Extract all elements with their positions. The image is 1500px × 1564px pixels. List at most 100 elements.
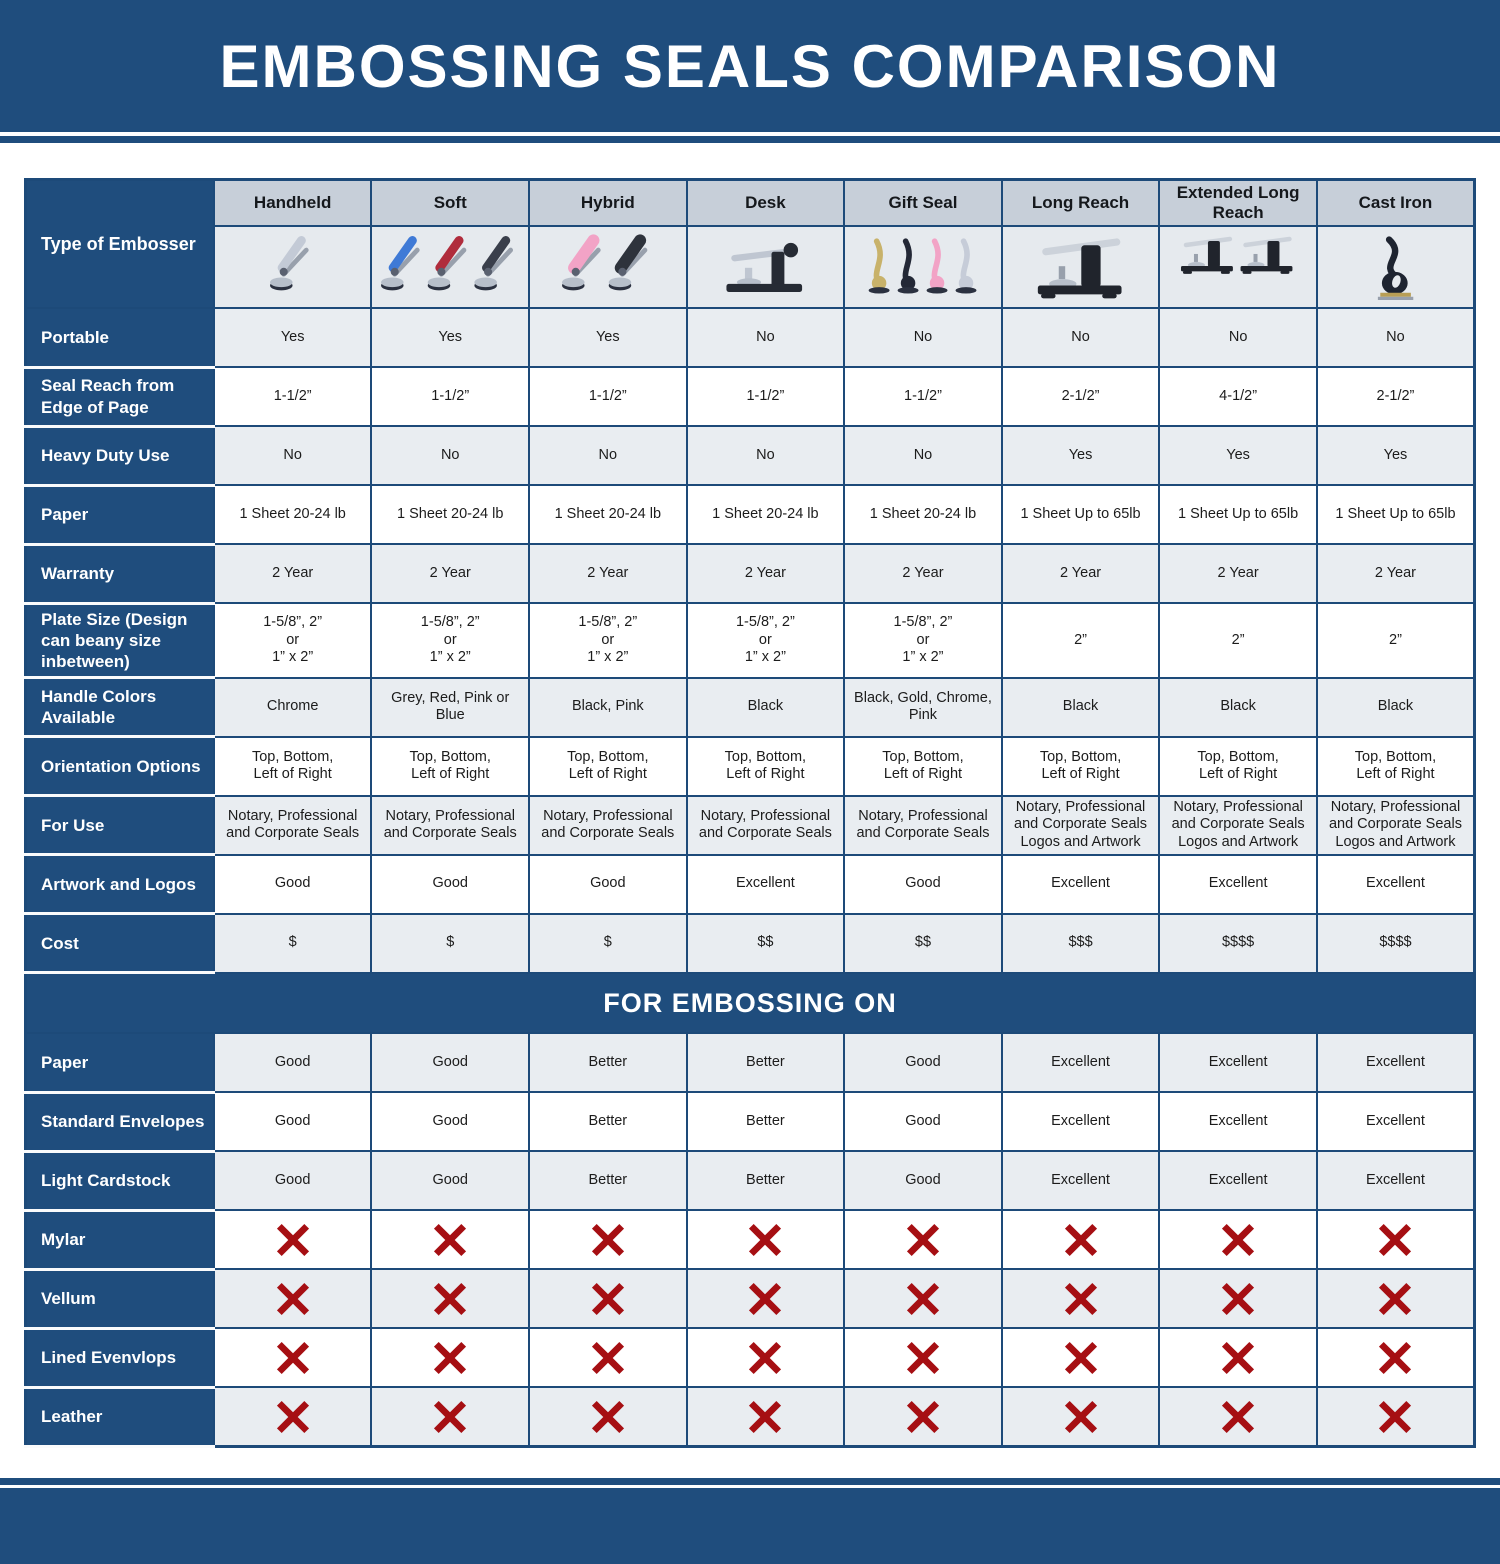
spec-value-cell: No [370, 425, 531, 486]
spec-value-cell: No [212, 425, 373, 486]
x-icon [1379, 1400, 1412, 1433]
x-icon [749, 1341, 782, 1374]
spec-value-cell: Good [843, 853, 1003, 915]
spec-value-cell: Top, Bottom, Left of Right [370, 735, 531, 797]
spec-value-cell: 1-5/8”, 2” or 1” x 2” [370, 602, 531, 679]
spec-value-cell: No [1158, 307, 1318, 368]
spec-value-cell: Better [685, 1150, 846, 1212]
main-content: Type of Embosser Handheld Soft Hybrid Desk Gi… [0, 143, 1500, 1449]
spec-value-cell: Top, Bottom, Left of Right [1315, 735, 1476, 797]
page-title: EMBOSSING SEALS COMPARISON [219, 32, 1281, 100]
spec-value-cell: Excellent [1158, 853, 1318, 915]
x-icon [906, 1282, 940, 1315]
spec-value-cell: Black [1000, 676, 1161, 738]
column-header-5: Long Reach [1000, 178, 1161, 227]
spec-value-cell: 1-1/2” [528, 366, 688, 427]
spec-value-cell: 2 Year [1158, 543, 1318, 604]
gift-seal-embosser-image [843, 225, 1003, 309]
spec-value-cell: 1 Sheet 20-24 lb [370, 484, 531, 545]
row-label: Handle Colors Available [24, 676, 215, 739]
spec-value-cell: Excellent [1315, 1150, 1476, 1212]
column-header-0: Handheld [212, 178, 373, 227]
comparison-table-body: Type of Embosser Handheld Soft Hybrid Desk Gi… [24, 178, 1476, 1449]
spec-value-cell: 1 Sheet Up to 65lb [1000, 484, 1161, 545]
spec-value-cell: Top, Bottom, Left of Right [528, 735, 688, 797]
spec-value-cell: Notary, Professional and Corporate Seals [212, 794, 373, 856]
spec-value-cell: Excellent [1000, 1091, 1161, 1153]
spec-value-cell: Notary, Professional and Corporate Seals… [1000, 794, 1161, 856]
spec-value-cell: Better [685, 1032, 846, 1094]
not-suitable-cell [212, 1386, 373, 1448]
spec-value-cell: 1 Sheet 20-24 lb [843, 484, 1003, 545]
x-icon [1064, 1223, 1097, 1256]
x-icon [1379, 1223, 1412, 1256]
handheld-embosser-image [212, 225, 373, 309]
x-icon [1379, 1282, 1412, 1315]
column-header-3: Desk [685, 178, 846, 227]
not-suitable-cell [528, 1386, 688, 1448]
spec-value-cell: 2 Year [685, 543, 846, 604]
not-suitable-cell [685, 1386, 846, 1448]
spec-value-cell: $$$$ [1158, 912, 1318, 974]
spec-value-cell: No [1315, 307, 1476, 368]
x-icon [1222, 1223, 1255, 1256]
corner-label-type-of-embosser: Type of Embosser [24, 178, 215, 309]
spec-value-cell: 2 Year [528, 543, 688, 604]
spec-value-cell: Good [370, 1091, 531, 1153]
not-suitable-cell [1158, 1268, 1318, 1330]
spec-value-cell: 4-1/2” [1158, 366, 1318, 427]
spec-value-cell: Good [843, 1150, 1003, 1212]
spec-value-cell: 2 Year [212, 543, 373, 604]
spec-value-cell: Better [528, 1150, 688, 1212]
x-icon [749, 1223, 782, 1256]
not-suitable-cell [212, 1209, 373, 1271]
x-icon [434, 1223, 467, 1256]
spec-value-cell: 1-5/8”, 2” or 1” x 2” [843, 602, 1003, 679]
spec-value-cell: Notary, Professional and Corporate Seals [528, 794, 688, 856]
spec-value-cell: No [843, 425, 1003, 486]
spec-value-cell: Better [528, 1091, 688, 1153]
not-suitable-cell [843, 1268, 1003, 1330]
row-label: Mylar [24, 1208, 215, 1271]
not-suitable-cell [843, 1327, 1003, 1389]
not-suitable-cell [1315, 1209, 1476, 1271]
not-suitable-cell [528, 1209, 688, 1271]
spec-value-cell: Excellent [1315, 1032, 1476, 1094]
spec-value-cell: 1 Sheet 20-24 lb [685, 484, 846, 545]
not-suitable-cell [1315, 1327, 1476, 1389]
soft-embosser-image [370, 225, 531, 309]
row-label: Heavy Duty Use [24, 424, 215, 487]
spec-value-cell: Top, Bottom, Left of Right [1000, 735, 1161, 797]
spec-value-cell: 2” [1158, 602, 1318, 679]
spec-value-cell: Notary, Professional and Corporate Seals [370, 794, 531, 856]
not-suitable-cell [685, 1327, 846, 1389]
row-label: Cost [24, 912, 215, 975]
row-label: Paper [24, 1032, 215, 1094]
not-suitable-cell [685, 1209, 846, 1271]
not-suitable-cell [1158, 1209, 1318, 1271]
x-icon [434, 1282, 467, 1315]
spec-value-cell: Excellent [1158, 1091, 1318, 1153]
row-label: Paper [24, 483, 215, 546]
x-icon [906, 1341, 940, 1374]
not-suitable-cell [528, 1268, 688, 1330]
spec-value-cell: Good [370, 1032, 531, 1094]
spec-value-cell: $ [528, 912, 688, 974]
x-icon [591, 1400, 624, 1433]
spec-value-cell: Yes [1315, 425, 1476, 486]
spec-value-cell: Black, Gold, Chrome, Pink [843, 676, 1003, 738]
not-suitable-cell [370, 1209, 531, 1271]
not-suitable-cell [1000, 1268, 1161, 1330]
not-suitable-cell [370, 1386, 531, 1448]
spec-value-cell: Excellent [1315, 853, 1476, 915]
footer-gap [0, 1448, 1500, 1478]
spec-value-cell: Excellent [1158, 1032, 1318, 1094]
spec-value-cell: Yes [1158, 425, 1318, 486]
spec-value-cell: Excellent [1000, 1032, 1161, 1094]
row-label: Lined Evenvlops [24, 1326, 215, 1389]
not-suitable-cell [1315, 1268, 1476, 1330]
long-reach-embosser-image [1000, 225, 1161, 309]
x-icon [276, 1341, 309, 1374]
spec-value-cell: Yes [370, 307, 531, 368]
x-icon [749, 1400, 782, 1433]
